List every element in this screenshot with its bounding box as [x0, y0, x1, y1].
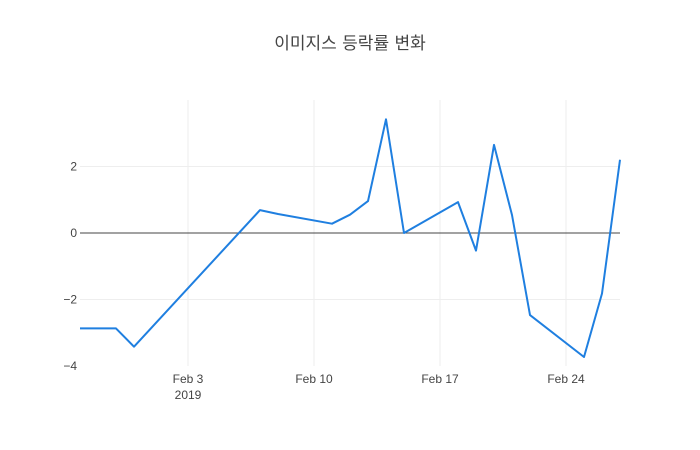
y-tick-label: −4 — [63, 359, 77, 373]
series-line — [80, 118, 621, 358]
y-axis-ticks: 2 0 −2 −4 — [63, 160, 77, 374]
chart-title: 이미지스 등락률 변화 — [274, 34, 426, 54]
x-tick-label: Feb 10 — [295, 372, 333, 386]
y-tick-label: 2 — [70, 160, 77, 174]
series-layer — [80, 118, 621, 358]
x-tick-label: Feb 17 — [421, 372, 459, 386]
x-axis-ticks: Feb 3 2019 Feb 10 Feb 17 Feb 24 — [173, 372, 585, 402]
x-tick-label: Feb 3 — [173, 372, 204, 386]
grid-lines — [80, 100, 620, 366]
y-tick-label: 0 — [70, 226, 77, 240]
x-tick-label: Feb 24 — [547, 372, 585, 386]
y-tick-label: −2 — [63, 293, 77, 307]
x-tick-sublabel: 2019 — [175, 388, 202, 402]
